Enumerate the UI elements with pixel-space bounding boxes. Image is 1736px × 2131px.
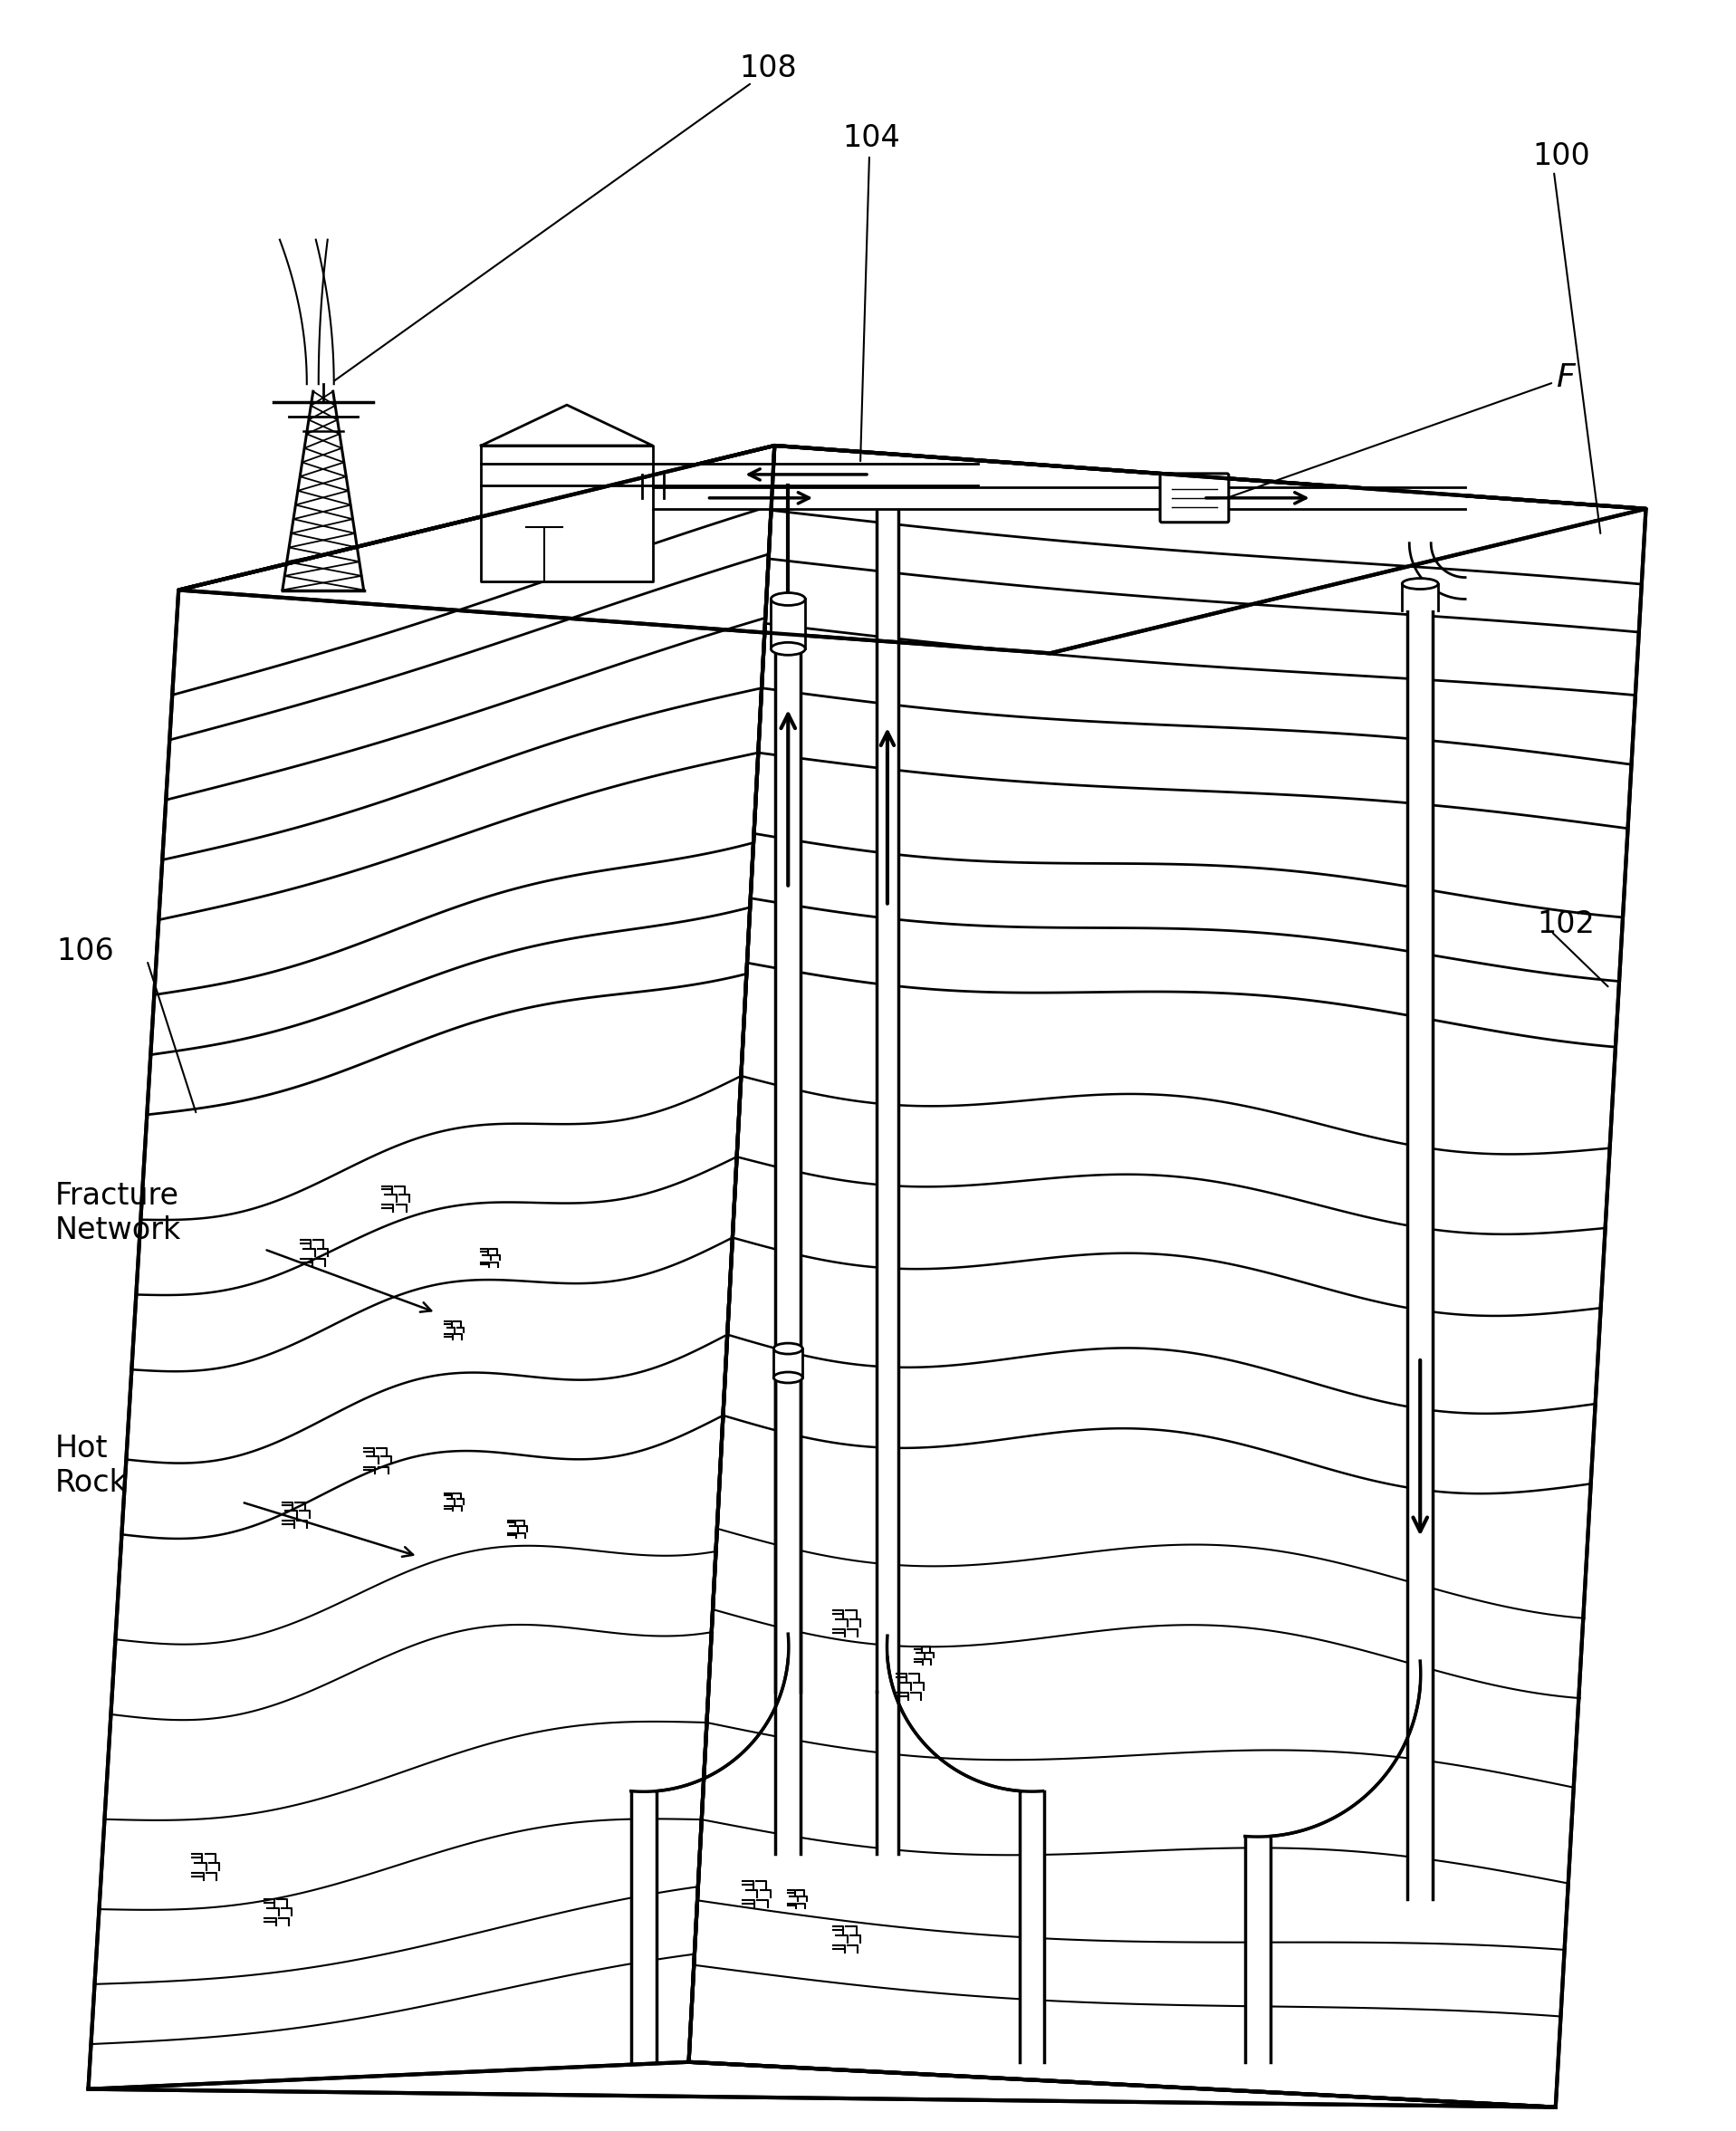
Ellipse shape	[774, 1372, 802, 1383]
Polygon shape	[653, 465, 977, 486]
Text: 100: 100	[1533, 141, 1590, 173]
Text: Hot
Rock: Hot Rock	[56, 1434, 127, 1498]
Polygon shape	[89, 445, 774, 2088]
Polygon shape	[179, 445, 1646, 654]
Polygon shape	[653, 488, 1194, 509]
Ellipse shape	[1403, 578, 1437, 588]
Ellipse shape	[771, 592, 806, 605]
FancyBboxPatch shape	[1160, 473, 1229, 522]
Text: 108: 108	[740, 53, 797, 83]
Polygon shape	[1227, 488, 1465, 509]
Polygon shape	[776, 648, 800, 1692]
Polygon shape	[774, 1349, 802, 1377]
Text: Fracture
Network: Fracture Network	[56, 1181, 181, 1245]
Text: 102: 102	[1538, 910, 1595, 940]
Polygon shape	[481, 445, 653, 582]
Polygon shape	[642, 475, 663, 499]
Polygon shape	[1245, 1837, 1271, 2063]
Ellipse shape	[774, 1343, 802, 1353]
Polygon shape	[877, 486, 898, 1692]
Polygon shape	[630, 1790, 656, 2063]
Polygon shape	[689, 445, 1646, 2108]
Polygon shape	[776, 1377, 800, 1854]
Text: 104: 104	[842, 124, 899, 153]
Polygon shape	[877, 1692, 898, 1854]
Text: F: F	[1555, 362, 1575, 394]
Polygon shape	[1019, 1790, 1045, 2063]
Polygon shape	[1408, 612, 1432, 1899]
Polygon shape	[771, 599, 806, 648]
Ellipse shape	[771, 641, 806, 654]
Polygon shape	[1403, 584, 1437, 612]
Text: 106: 106	[57, 936, 115, 965]
